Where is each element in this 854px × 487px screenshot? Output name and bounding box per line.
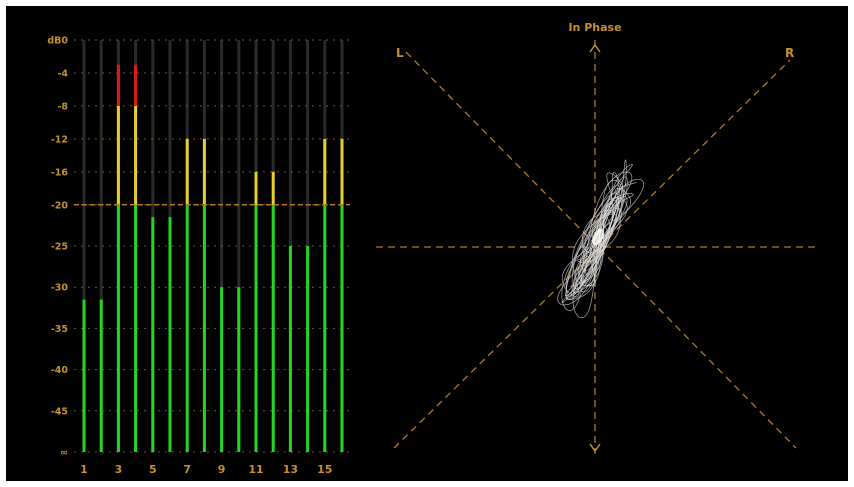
channel-level-bar <box>151 217 155 452</box>
right-channel-label: R <box>785 46 794 60</box>
phase-trace-core <box>592 228 604 246</box>
channel-level-bar <box>271 171 275 205</box>
channel-level-bar <box>185 138 189 205</box>
channel-level-bar <box>134 204 138 452</box>
scale-tick-label: -30 <box>51 283 69 294</box>
phase-trace <box>583 224 608 263</box>
scale-tick-label: -20 <box>51 200 69 211</box>
phase-trace <box>557 179 624 306</box>
channel-track <box>82 40 86 452</box>
scale-tick-label: -45 <box>51 406 68 417</box>
channel-number-label: 15 <box>317 463 332 476</box>
scale-tick-label: -16 <box>51 167 69 178</box>
loudness-meter: dB0-4-8-12-16-20-25-30-35-40-45∞1 3 5 7 9 11 1… <box>47 36 350 476</box>
channel-level-bar <box>202 204 206 452</box>
channel-level-bar <box>288 246 292 452</box>
channel-level-bar <box>254 204 258 452</box>
scale-tick-label: -35 <box>51 324 68 335</box>
channel-level-bar <box>82 299 86 452</box>
channel-level-bar <box>340 138 344 205</box>
phase-trace <box>572 178 645 319</box>
channel-number-label: 3 <box>115 463 123 476</box>
scale-tick-label: -40 <box>51 365 69 376</box>
channel-number-label: 11 <box>248 463 263 476</box>
channel-level-bar <box>323 204 327 452</box>
phase-trace <box>579 188 632 287</box>
channel-level-bar <box>323 138 327 205</box>
channel-number-label: 13 <box>283 463 298 476</box>
channel-level-bar <box>116 105 120 205</box>
scale-tick-label: -25 <box>51 242 68 253</box>
phase-trace <box>577 210 615 263</box>
audio-scopes-panel: dB0 -4 -8 -12 -16 -20 -25 -30 -35 -40 -45 ∞ 1 3 5 7 9 11 1… <box>6 6 848 481</box>
top-arrowhead <box>589 43 601 53</box>
channel-level-bar <box>168 217 172 452</box>
channel-number-label: 9 <box>218 463 226 476</box>
scale-tick-label: ∞ <box>60 448 68 459</box>
scale-tick-label: -4 <box>57 68 68 79</box>
scale-tick-label: dB0 <box>47 36 68 47</box>
channel-level-bar <box>220 287 224 452</box>
channel-level-bar <box>134 105 138 205</box>
channel-level-bar <box>271 204 275 452</box>
audio-scopes-svg: dB0-4-8-12-16-20-25-30-35-40-45∞1 3 5 7 9 11 1… <box>47 21 816 476</box>
channel-level-bar <box>116 64 120 106</box>
phase-trace <box>561 159 627 304</box>
channel-level-bar <box>306 246 310 452</box>
scale-tick-label: -12 <box>51 134 68 145</box>
phase-scope: In Phase L R <box>376 21 816 454</box>
channel-level-bar <box>99 299 103 452</box>
in-phase-label: In Phase <box>568 21 621 34</box>
phase-trace <box>575 176 628 290</box>
phase-trace <box>573 206 614 290</box>
channel-level-bar <box>134 64 138 106</box>
phase-trace <box>575 197 628 287</box>
channel-number-label: 7 <box>183 463 191 476</box>
channel-track <box>237 40 241 452</box>
channel-level-bar <box>340 204 344 452</box>
channel-level-bar <box>254 171 258 205</box>
scale-tick-label: -8 <box>57 101 68 112</box>
left-channel-label: L <box>396 46 404 60</box>
channel-level-bar <box>202 138 206 205</box>
channel-number-label: 1 <box>80 463 88 476</box>
channel-level-bar <box>185 204 189 452</box>
channel-level-bar <box>116 204 120 452</box>
channel-track <box>99 40 103 452</box>
channel-number-label: 5 <box>149 463 157 476</box>
phase-trace <box>561 172 624 298</box>
phase-trace <box>565 172 619 297</box>
bottom-arrowhead <box>589 443 601 453</box>
channel-level-bar <box>237 287 241 452</box>
phase-trace <box>565 192 619 300</box>
